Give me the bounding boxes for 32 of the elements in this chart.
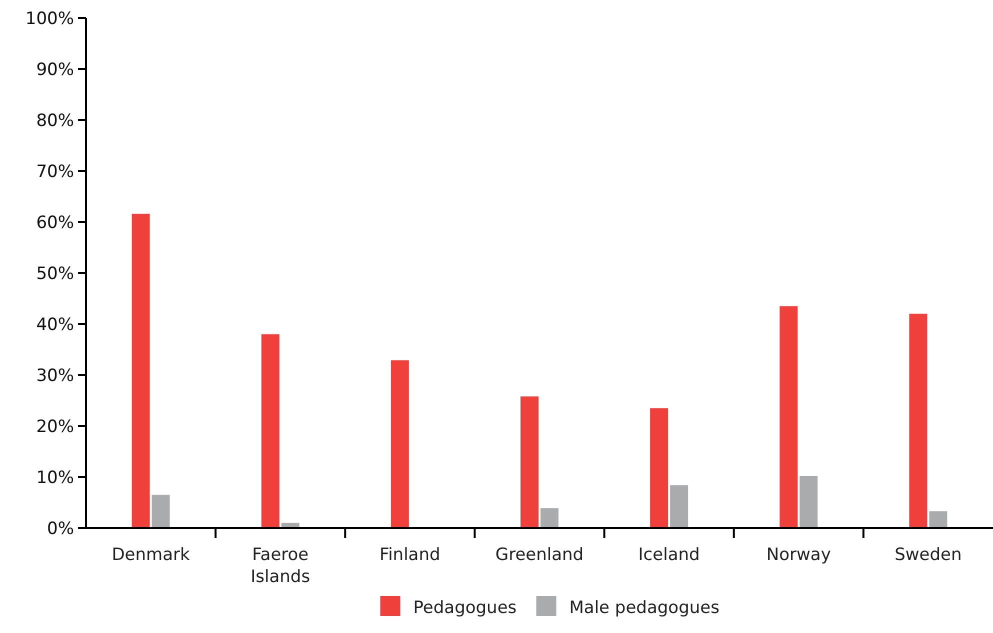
y-tick-label: 50% xyxy=(36,264,74,284)
y-tick-label: 40% xyxy=(36,314,74,335)
bar xyxy=(540,508,558,528)
bar xyxy=(909,314,928,528)
bar xyxy=(152,494,170,528)
x-tick-label: Sweden xyxy=(894,545,962,565)
bar xyxy=(132,214,150,528)
bar xyxy=(780,306,798,528)
bar xyxy=(650,408,668,528)
bar xyxy=(390,360,409,528)
y-tick-label: 80% xyxy=(36,110,74,131)
x-tick-label: Finland xyxy=(380,545,440,565)
bar xyxy=(261,334,280,528)
bar xyxy=(800,476,818,528)
x-tick-label: Faeroe Islands xyxy=(250,545,310,587)
y-tick-label: 30% xyxy=(36,366,74,386)
x-tick-label: Denmark xyxy=(112,545,190,565)
y-tick-label: 10% xyxy=(36,468,74,488)
bar xyxy=(929,511,948,528)
x-tick-label: Norway xyxy=(766,545,831,565)
legend-label: Pedagogues xyxy=(413,598,517,618)
y-tick-label: 70% xyxy=(36,162,74,182)
y-tick-label: 20% xyxy=(36,416,74,437)
y-tick-label: 60% xyxy=(36,212,74,233)
bar xyxy=(520,396,538,528)
y-tick-label: 100% xyxy=(25,8,74,29)
y-tick-label: 90% xyxy=(36,60,74,80)
legend-label: Male pedagogues xyxy=(569,598,720,618)
y-tick-label: 0% xyxy=(47,518,74,539)
bar xyxy=(670,485,688,528)
x-tick-label: Greenland xyxy=(495,545,584,565)
x-tick-label: Iceland xyxy=(638,545,700,565)
